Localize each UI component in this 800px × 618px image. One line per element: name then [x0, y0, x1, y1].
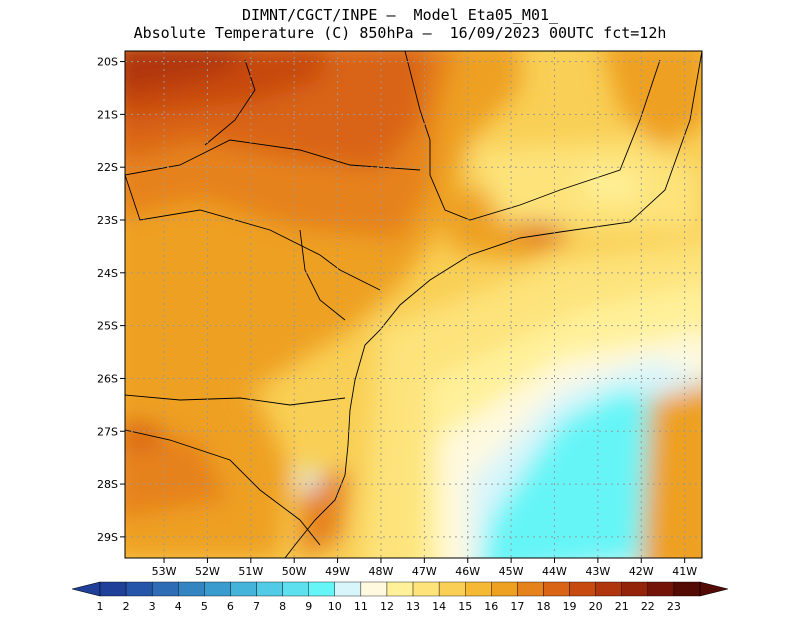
colorbar-swatch	[360, 581, 388, 597]
lat-tick-label: 23S	[97, 214, 118, 227]
coastline	[284, 51, 702, 558]
colorbar-label: 17	[510, 600, 524, 613]
lon-tick-label: 44W	[542, 565, 567, 578]
colorbar-label: 12	[380, 600, 394, 613]
lat-tick-label: 22S	[97, 161, 118, 174]
colorbar-swatch	[256, 581, 283, 597]
colorbar-label: 23	[667, 600, 681, 613]
colorbar-swatch	[151, 581, 179, 597]
colorbar-label: 9	[305, 600, 312, 613]
colorbar-swatch	[204, 581, 231, 597]
colorbar-swatch	[517, 581, 544, 597]
colorbar-swatch	[99, 581, 127, 597]
map-title-line-1: DIMNT/CGCT/INPE – Model Eta05_M01_	[241, 6, 559, 24]
colorbar-swatch	[569, 581, 596, 597]
colorbar-swatch	[621, 581, 649, 597]
map-title-line-2: Absolute Temperature (C) 850hPa – 16/09/…	[133, 24, 667, 42]
colorbar-swatch	[230, 581, 257, 597]
colorbar-high-arrow	[699, 581, 729, 597]
colorbar-swatch	[125, 581, 153, 597]
lat-tick-label: 20S	[97, 56, 118, 69]
colorbar-label: 21	[615, 600, 629, 613]
colorbar-label: 5	[201, 600, 208, 613]
colorbar-swatch	[465, 581, 492, 597]
colorbar-label: 2	[123, 600, 130, 613]
colorbar-swatch	[308, 581, 335, 597]
state-border	[125, 174, 381, 291]
colorbar-label: 20	[589, 600, 603, 613]
state-border	[299, 229, 346, 321]
colorbar-label: 22	[641, 600, 655, 613]
lon-tick-label: 41W	[672, 565, 697, 578]
colorbar-swatch	[334, 581, 362, 597]
colorbar-swatch	[438, 581, 466, 597]
lat-tick-label: 25S	[97, 320, 118, 333]
lat-tick-label: 21S	[97, 108, 118, 121]
lon-tick-label: 42W	[629, 565, 654, 578]
latitude-axis: 20S 21S 22S 23S 24S 25S 26S 27S 28S 29S	[97, 56, 125, 544]
color-scale-bar: 1 2 3 4 5 6 7 8 9 10 11 12 13 14 15 16 17 18 19 20 21 22 23	[71, 581, 729, 613]
lat-tick-label: 28S	[97, 478, 118, 491]
colorbar-label: 7	[253, 600, 260, 613]
lat-tick-label: 27S	[97, 425, 118, 438]
lon-tick-label: 48W	[369, 565, 394, 578]
colorbar-swatch	[647, 581, 675, 597]
lat-tick-label: 26S	[97, 372, 118, 385]
state-border	[125, 394, 346, 406]
colorbar-label: 14	[432, 600, 446, 613]
longitude-axis: 53W 52W 51W 50W 49W 48W 47W 46W 45W 44W 43W 42W 41W	[152, 558, 697, 578]
colorbar-label: 4	[175, 600, 182, 613]
colorbar-swatch	[595, 581, 622, 597]
lon-tick-label: 46W	[455, 565, 480, 578]
lon-tick-label: 49W	[325, 565, 350, 578]
lon-tick-label: 52W	[195, 565, 220, 578]
lon-tick-label: 51W	[238, 565, 263, 578]
colorbar-label: 18	[536, 600, 550, 613]
lon-tick-label: 50W	[282, 565, 307, 578]
lon-tick-label: 53W	[152, 565, 177, 578]
colorbar-swatch	[673, 581, 701, 597]
lat-lon-gridlines	[125, 51, 702, 558]
colorbar-label: 8	[279, 600, 286, 613]
state-border	[125, 139, 421, 176]
colorbar-swatch	[282, 581, 309, 597]
lon-tick-label: 47W	[412, 565, 437, 578]
colorbar-label: 15	[458, 600, 472, 613]
colorbar-label: 16	[484, 600, 498, 613]
plot-frame	[124, 50, 703, 559]
coastline-and-borders	[125, 51, 702, 558]
temperature-field	[125, 51, 702, 558]
colorbar-low-arrow	[71, 581, 101, 597]
colorbar-label: 1	[97, 600, 104, 613]
lon-tick-label: 45W	[499, 565, 524, 578]
colorbar-label: 3	[149, 600, 156, 613]
colorbar-label: 19	[563, 600, 577, 613]
colorbar-label: 11	[354, 600, 368, 613]
lon-tick-label: 43W	[585, 565, 610, 578]
colorbar-swatch	[543, 581, 570, 597]
colorbar-swatch	[491, 581, 518, 597]
colorbar-label: 10	[328, 600, 342, 613]
colorbar-label: 6	[227, 600, 234, 613]
colorbar-swatch	[412, 581, 440, 597]
colorbar-label: 13	[406, 600, 420, 613]
state-border	[204, 59, 256, 146]
state-border	[404, 51, 661, 221]
colorbar-swatch	[178, 581, 205, 597]
lat-tick-label: 29S	[97, 531, 118, 544]
colorbar-swatch	[386, 581, 414, 597]
lat-tick-label: 24S	[97, 267, 118, 280]
state-border	[125, 429, 321, 546]
